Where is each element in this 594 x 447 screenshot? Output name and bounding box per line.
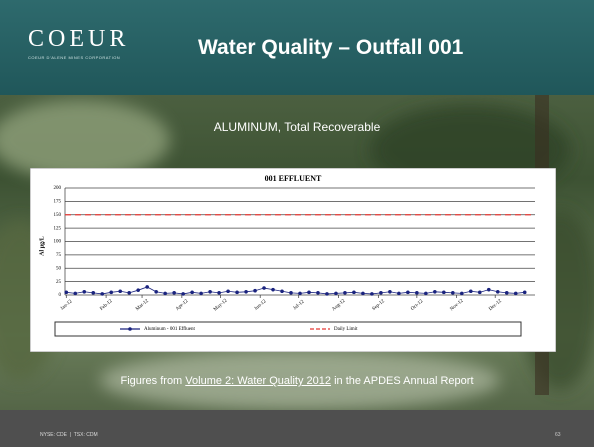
- chart: 001 EFFLUENT Al µg/L 0 25 50 75 100 125 150 175…: [30, 168, 556, 352]
- data-point: [64, 290, 69, 295]
- logo-tagline: COEUR D'ALENE MINES CORPORATION: [28, 55, 121, 60]
- legend-box: [54, 321, 522, 337]
- slide-title: Water Quality – Outfall 001: [198, 36, 464, 59]
- data-point: [289, 291, 293, 295]
- footer-band: [0, 410, 594, 447]
- data-point: [370, 292, 374, 296]
- data-point: [415, 291, 419, 295]
- logo: COEUR: [28, 26, 130, 52]
- y-axis-label: Al µg/L: [39, 236, 45, 256]
- data-point: [190, 290, 194, 295]
- data-point: [468, 289, 473, 294]
- data-point: [235, 290, 239, 295]
- data-point: [334, 291, 338, 296]
- data-point: [217, 291, 221, 295]
- legend-label: Daily Limit: [334, 327, 358, 332]
- data-point: [406, 290, 410, 295]
- data-point: [163, 291, 167, 296]
- data-point: [433, 289, 437, 294]
- y-tick-label: 150: [54, 213, 62, 218]
- data-point: [424, 291, 428, 296]
- data-point: [388, 289, 392, 294]
- footer-text: NYSE: CDE | TSX: CDM: [40, 432, 98, 438]
- data-point: [361, 291, 365, 296]
- data-point: [226, 289, 230, 294]
- chart-title: 001 EFFLUENT: [265, 174, 322, 183]
- chart-frame: [30, 168, 556, 352]
- y-tick-label: 25: [56, 280, 62, 285]
- data-point: [280, 289, 284, 294]
- data-point: [352, 290, 356, 295]
- data-point: [253, 288, 257, 293]
- data-point: [154, 289, 158, 294]
- data-point: [109, 290, 114, 295]
- data-point: [522, 290, 527, 295]
- y-tick-label: 200: [54, 186, 62, 191]
- y-tick-label: 50: [56, 266, 62, 271]
- data-point: [513, 291, 518, 296]
- caption-text: Figures from: [120, 375, 186, 387]
- data-point: [91, 291, 96, 295]
- data-point: [460, 291, 464, 296]
- y-tick-label: 0: [59, 293, 62, 298]
- data-point: [73, 291, 78, 296]
- series-line: [66, 286, 525, 295]
- data-point: [298, 291, 302, 296]
- data-point: [262, 286, 266, 290]
- legend-marker: [128, 327, 132, 331]
- data-point: [208, 289, 212, 294]
- page-number: 63: [555, 432, 561, 438]
- data-point: [100, 292, 105, 296]
- chart-subtitle: ALUMINUM, Total Recoverable: [213, 120, 381, 134]
- data-point: [316, 291, 320, 295]
- data-point: [451, 291, 455, 295]
- data-point: [477, 290, 482, 295]
- data-point: [199, 291, 203, 296]
- caption: Figures from Volume 2: Water Quality 201…: [0, 375, 594, 387]
- data-point: [495, 289, 500, 294]
- caption-text: in the APDES Annual Report: [331, 375, 474, 387]
- data-point: [181, 292, 185, 296]
- data-point: [244, 289, 248, 294]
- y-tick-label: 100: [54, 240, 62, 245]
- data-point: [486, 287, 491, 292]
- data-point: [325, 292, 329, 296]
- data-point: [271, 287, 275, 292]
- data-point: [136, 288, 140, 292]
- data-point: [442, 290, 446, 295]
- header-band: [0, 0, 594, 95]
- data-point: [172, 291, 176, 295]
- data-point: [397, 291, 401, 296]
- data-point: [127, 291, 132, 295]
- data-point: [504, 291, 509, 295]
- y-tick-label: 125: [54, 226, 62, 231]
- data-point: [343, 291, 347, 295]
- data-point: [118, 289, 123, 294]
- y-tick-label: 75: [56, 253, 62, 258]
- y-tick-label: 175: [54, 200, 62, 205]
- legend-label: Aluminum - 001 Effluent: [144, 327, 195, 332]
- caption-link[interactable]: Volume 2: Water Quality 2012: [185, 375, 332, 387]
- data-point: [379, 291, 383, 295]
- data-point: [82, 289, 87, 294]
- data-point: [307, 290, 311, 295]
- data-point: [145, 285, 149, 289]
